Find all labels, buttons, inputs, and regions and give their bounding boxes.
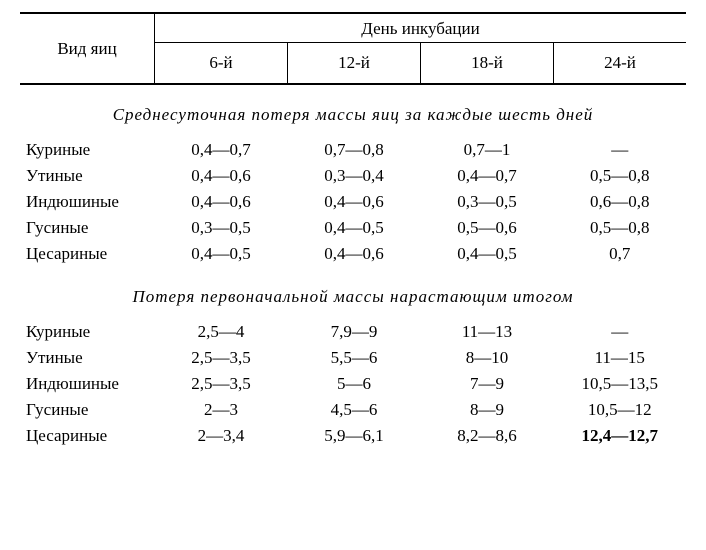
table-cell: 0,4—0,6 — [155, 163, 288, 189]
egg-type-label: Утиные — [20, 163, 155, 189]
day-col-0: 6-й — [209, 53, 232, 72]
group-header-label: День инкубации — [361, 19, 479, 38]
table-cell: 0,4—0,7 — [155, 137, 288, 163]
egg-type-label: Цесариные — [20, 423, 155, 449]
table-row: Куриные2,5—47,9—911—13— — [20, 319, 686, 345]
table-cell: 7,9—9 — [288, 319, 421, 345]
table-cell: 0,7—1 — [421, 137, 554, 163]
table-cell: — — [554, 137, 687, 163]
table-cell: 10,5—13,5 — [554, 371, 687, 397]
day-col-1: 12-й — [338, 53, 370, 72]
table-cell: 0,7 — [554, 241, 687, 267]
day-col-2: 18-й — [471, 53, 503, 72]
egg-type-label: Индюшиные — [20, 189, 155, 215]
table-cell: 8—10 — [421, 345, 554, 371]
day-col-3: 24-й — [604, 53, 636, 72]
table-cell: 2—3,4 — [155, 423, 288, 449]
table-row: Гусиные0,3—0,50,4—0,50,5—0,60,5—0,8 — [20, 215, 686, 241]
table-cell: 4,5—6 — [288, 397, 421, 423]
table-cell: 0,4—0,6 — [288, 241, 421, 267]
table-cell: 11—15 — [554, 345, 687, 371]
table-row: Индюшиные0,4—0,60,4—0,60,3—0,50,6—0,8 — [20, 189, 686, 215]
section-title: Потеря первоначальной массы нарастающим … — [20, 267, 686, 319]
table-cell: 12,4—12,7 — [554, 423, 687, 449]
table-cell: 2,5—4 — [155, 319, 288, 345]
section-title: Среднесуточная потеря массы яиц за кажды… — [20, 84, 686, 137]
table-cell: 0,4—0,7 — [421, 163, 554, 189]
table-cell: 2—3 — [155, 397, 288, 423]
table-cell: 0,3—0,5 — [155, 215, 288, 241]
table-cell: 0,3—0,5 — [421, 189, 554, 215]
table-row: Цесариные0,4—0,50,4—0,60,4—0,50,7 — [20, 241, 686, 267]
table-cell: 11—13 — [421, 319, 554, 345]
table-cell: 0,3—0,4 — [288, 163, 421, 189]
egg-type-label: Утиные — [20, 345, 155, 371]
egg-type-label: Гусиные — [20, 215, 155, 241]
table-cell: 0,4—0,5 — [421, 241, 554, 267]
table-cell: 8—9 — [421, 397, 554, 423]
egg-type-label: Гусиные — [20, 397, 155, 423]
table-cell: 0,4—0,5 — [155, 241, 288, 267]
table-cell: 5,5—6 — [288, 345, 421, 371]
table-cell: 0,6—0,8 — [554, 189, 687, 215]
table-cell: 7—9 — [421, 371, 554, 397]
table-row: Утиные0,4—0,60,3—0,40,4—0,70,5—0,8 — [20, 163, 686, 189]
egg-type-label: Куриные — [20, 319, 155, 345]
table-row: Утиные2,5—3,55,5—68—1011—15 — [20, 345, 686, 371]
table-cell: 0,5—0,6 — [421, 215, 554, 241]
table-row: Индюшиные2,5—3,55—67—910,5—13,5 — [20, 371, 686, 397]
egg-type-label: Куриные — [20, 137, 155, 163]
table-cell: 2,5—3,5 — [155, 345, 288, 371]
egg-incubation-table: Вид яиц День инкубации 6-й 12-й 18-й 24-… — [20, 12, 686, 449]
table-cell: 0,4—0,5 — [288, 215, 421, 241]
table-cell: 5,9—6,1 — [288, 423, 421, 449]
table-row: Куриные0,4—0,70,7—0,80,7—1— — [20, 137, 686, 163]
table-row: Цесариные2—3,45,9—6,18,2—8,612,4—12,7 — [20, 423, 686, 449]
table-cell: 0,5—0,8 — [554, 163, 687, 189]
table-row: Гусиные2—34,5—68—910,5—12 — [20, 397, 686, 423]
egg-type-label: Индюшиные — [20, 371, 155, 397]
table-cell: 0,4—0,6 — [288, 189, 421, 215]
row-header-label: Вид яиц — [57, 39, 116, 58]
table-cell: 8,2—8,6 — [421, 423, 554, 449]
table-cell: 0,5—0,8 — [554, 215, 687, 241]
table-cell: 10,5—12 — [554, 397, 687, 423]
table-cell: — — [554, 319, 687, 345]
table-cell: 0,4—0,6 — [155, 189, 288, 215]
table-cell: 2,5—3,5 — [155, 371, 288, 397]
table-cell: 0,7—0,8 — [288, 137, 421, 163]
table-cell: 5—6 — [288, 371, 421, 397]
egg-type-label: Цесариные — [20, 241, 155, 267]
